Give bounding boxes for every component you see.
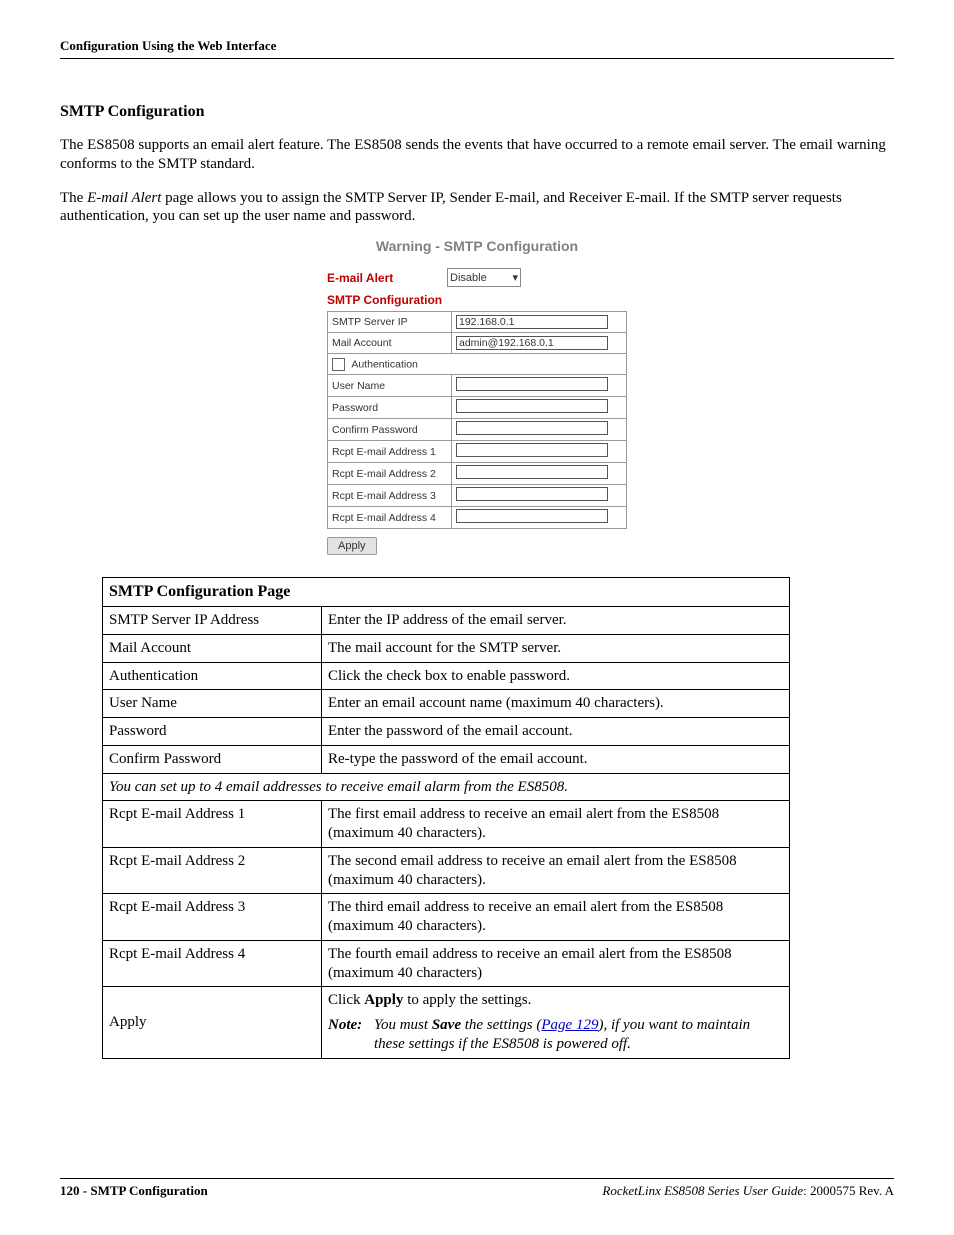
rcpt4-label: Rcpt E-mail Address 4 [328,507,452,529]
apply-button[interactable]: Apply [327,537,377,555]
table-apply-row: Apply Click Apply to apply the settings.… [103,987,790,1058]
email-alert-select[interactable]: Disable ▾ [447,268,521,287]
rcpt3-input[interactable] [456,487,608,501]
desc-c1: Confirm Password [103,745,322,773]
note-a: You must [374,1017,432,1033]
apply-line1-a: Click [328,992,364,1008]
running-header: Configuration Using the Web Interface [60,38,894,59]
table-row: PasswordEnter the password of the email … [103,718,790,746]
desc-table-header: SMTP Configuration Page [103,578,790,607]
email-alert-label: E-mail Alert [327,271,447,285]
desc-c1: Authentication [103,662,322,690]
authentication-cell: Authentication [328,354,627,375]
desc-c1: Rcpt E-mail Address 4 [103,940,322,987]
table-row: SMTP Server IP AddressEnter the IP addre… [103,607,790,635]
rcpt4-input[interactable] [456,509,608,523]
desc-c2: Re-type the password of the email accoun… [322,745,790,773]
password-label: Password [328,397,452,419]
authentication-label: Authentication [351,358,418,370]
table-row: Mail AccountThe mail account for the SMT… [103,634,790,662]
table-span-row: You can set up to 4 email addresses to r… [103,773,790,801]
mail-account-input[interactable]: admin@192.168.0.1 [456,336,608,350]
p2-text-b: page allows you to assign the SMTP Serve… [60,190,842,225]
desc-apply-c1: Apply [103,987,322,1058]
desc-c2: The fourth email address to receive an e… [322,940,790,987]
rcpt2-input[interactable] [456,465,608,479]
smtp-config-section-label: SMTP Configuration [327,293,627,307]
desc-c1: Rcpt E-mail Address 1 [103,801,322,848]
desc-c1: Password [103,718,322,746]
note-save: Save [432,1017,461,1033]
note-body: You must Save the settings (Page 129), i… [374,1016,783,1054]
desc-c2: The mail account for the SMTP server. [322,634,790,662]
rcpt1-label: Rcpt E-mail Address 1 [328,441,452,463]
table-row: Confirm PasswordRe-type the password of … [103,745,790,773]
table-row: Rcpt E-mail Address 2The second email ad… [103,847,790,894]
rcpt3-label: Rcpt E-mail Address 3 [328,485,452,507]
smtp-config-screenshot: Warning - SMTP Configuration E-mail Aler… [327,238,627,555]
desc-c1: Mail Account [103,634,322,662]
footer-rev: : 2000575 Rev. A [803,1183,894,1198]
page-container: Configuration Using the Web Interface SM… [0,0,954,1235]
paragraph-2: The E-mail Alert page allows you to assi… [60,189,894,227]
footer-title: SMTP Configuration [90,1183,207,1198]
apply-line1-c: to apply the settings. [403,992,531,1008]
note-b: the settings ( [461,1017,541,1033]
table-row: Rcpt E-mail Address 4The fourth email ad… [103,940,790,987]
desc-c2: The third email address to receive an em… [322,894,790,941]
smtp-server-ip-label: SMTP Server IP [328,312,452,333]
page-number: 120 [60,1183,80,1198]
desc-c2: Enter the password of the email account. [322,718,790,746]
table-row: AuthenticationClick the check box to ena… [103,662,790,690]
apply-line1-b: Apply [364,992,403,1008]
user-name-input[interactable] [456,377,608,391]
desc-c1: Rcpt E-mail Address 3 [103,894,322,941]
desc-span: You can set up to 4 email addresses to r… [103,773,790,801]
desc-c2: Click the check box to enable password. [322,662,790,690]
table-row: User NameEnter an email account name (ma… [103,690,790,718]
confirm-password-input[interactable] [456,421,608,435]
footer-left: 120 - SMTP Configuration [60,1183,208,1199]
paragraph-1: The ES8508 supports an email alert featu… [60,136,894,174]
page-footer: 120 - SMTP Configuration RocketLinx ES85… [60,1178,894,1199]
smtp-config-description-table: SMTP Configuration Page SMTP Server IP A… [102,577,790,1059]
password-input[interactable] [456,399,608,413]
footer-right: RocketLinx ES8508 Series User Guide: 200… [602,1183,894,1199]
smtp-server-ip-input[interactable]: 192.168.0.1 [456,315,608,329]
p2-text-a: The [60,190,87,206]
desc-c1: Rcpt E-mail Address 2 [103,847,322,894]
user-name-label: User Name [328,375,452,397]
desc-c2: Enter an email account name (maximum 40 … [322,690,790,718]
authentication-checkbox[interactable] [332,358,345,371]
section-title: SMTP Configuration [60,103,894,121]
desc-c1: SMTP Server IP Address [103,607,322,635]
smtp-config-grid: SMTP Server IP 192.168.0.1 Mail Account … [327,311,627,529]
desc-c2: The first email address to receive an em… [322,801,790,848]
chevron-down-icon: ▾ [512,271,518,284]
rcpt1-input[interactable] [456,443,608,457]
table-row: Rcpt E-mail Address 3The third email add… [103,894,790,941]
desc-c1: User Name [103,690,322,718]
email-alert-value: Disable [450,272,487,284]
desc-c2: The second email address to receive an e… [322,847,790,894]
confirm-password-label: Confirm Password [328,419,452,441]
table-row: Rcpt E-mail Address 1The first email add… [103,801,790,848]
p2-em: E-mail Alert [87,190,161,206]
desc-c2: Enter the IP address of the email server… [322,607,790,635]
rcpt2-label: Rcpt E-mail Address 2 [328,463,452,485]
mail-account-label: Mail Account [328,333,452,354]
desc-apply-c2: Click Apply to apply the settings. Note:… [322,987,790,1058]
note-label: Note: [328,1016,374,1054]
screenshot-title: Warning - SMTP Configuration [327,238,627,254]
page-link[interactable]: Page 129 [541,1017,598,1033]
footer-guide: RocketLinx ES8508 Series User Guide [602,1183,803,1198]
